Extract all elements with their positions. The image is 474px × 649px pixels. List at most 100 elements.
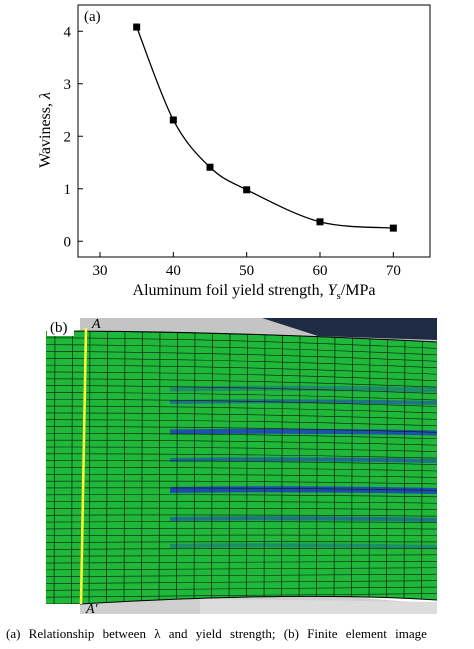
mesh-column-line bbox=[368, 331, 371, 604]
x-axis-ticks: 30 40 50 60 70 bbox=[93, 252, 401, 279]
mesh-row-line bbox=[46, 460, 437, 465]
mesh-column-line bbox=[106, 331, 108, 604]
mesh-row-line bbox=[46, 467, 437, 472]
mesh-row-line bbox=[46, 433, 437, 440]
panel-label-b: (b) bbox=[50, 320, 68, 336]
roller-dark-top bbox=[262, 318, 437, 340]
mesh-row-line bbox=[46, 473, 437, 478]
mesh-row-line bbox=[46, 480, 437, 485]
y-tick-label: 4 bbox=[64, 24, 72, 40]
mesh-row-line bbox=[46, 405, 437, 414]
mesh-row-line bbox=[46, 573, 437, 577]
mesh-row-line bbox=[46, 419, 437, 427]
roller-light-bottom bbox=[200, 599, 437, 614]
section-line-AA bbox=[79, 327, 88, 605]
mesh-column-line bbox=[351, 331, 353, 604]
mesh-column-line bbox=[176, 331, 178, 604]
mesh-row-line bbox=[46, 398, 437, 407]
mesh-row-line bbox=[46, 344, 437, 356]
stress-band bbox=[169, 486, 437, 494]
mesh-row-line bbox=[46, 541, 437, 543]
mesh-row-line bbox=[46, 439, 437, 446]
mesh-column-line bbox=[123, 331, 126, 604]
mesh-row-line bbox=[46, 426, 437, 433]
mesh-row-line bbox=[46, 534, 437, 537]
mesh-column-line bbox=[193, 331, 196, 604]
mesh-row-line bbox=[46, 593, 437, 598]
mesh-row-line bbox=[46, 487, 437, 491]
mesh-row-line bbox=[46, 453, 437, 459]
mesh-row-line bbox=[46, 521, 437, 523]
mesh-column-line bbox=[316, 331, 318, 604]
y-tick-label: 0 bbox=[64, 234, 72, 250]
y-tick-label: 1 bbox=[64, 182, 72, 198]
mesh-row-line bbox=[46, 392, 437, 401]
stress-band bbox=[169, 516, 437, 522]
mesh-column-line bbox=[228, 331, 231, 604]
waviness-chart: (a) 30 40 50 60 70 0 1 2 3 4 Aluminum foil yield… bbox=[37, 4, 431, 302]
data-point-marker bbox=[389, 224, 397, 232]
aluminum-foil-mesh bbox=[46, 331, 437, 604]
stress-band bbox=[169, 385, 437, 393]
stress-band bbox=[169, 457, 437, 463]
mesh-columns bbox=[53, 331, 423, 604]
plate-outline bbox=[45, 330, 438, 605]
mesh-column-line bbox=[158, 331, 161, 604]
mesh-row-line bbox=[46, 364, 437, 375]
mesh-row-line bbox=[46, 567, 437, 571]
section-label-top: A bbox=[91, 317, 101, 332]
mesh-fill bbox=[46, 331, 437, 604]
stress-bands bbox=[169, 385, 437, 549]
mesh-column-line bbox=[53, 331, 56, 604]
mesh-row-line bbox=[46, 337, 437, 349]
data-point-marker bbox=[206, 163, 214, 171]
mesh-row-line bbox=[46, 586, 437, 591]
x-tick-label: 70 bbox=[386, 263, 401, 279]
stress-band bbox=[169, 399, 437, 405]
data-point-marker bbox=[316, 218, 324, 226]
section-label-bottom: A′ bbox=[85, 602, 99, 616]
mesh-column-line bbox=[211, 331, 213, 604]
x-tick-label: 40 bbox=[166, 263, 181, 279]
mesh-column-line bbox=[421, 331, 423, 604]
x-tick-label: 50 bbox=[239, 263, 254, 279]
mesh-row-line bbox=[46, 378, 437, 388]
mesh-column-line bbox=[386, 331, 388, 604]
mesh-column-line bbox=[333, 331, 336, 604]
stress-band bbox=[169, 543, 437, 549]
panel-label-a: (a) bbox=[84, 9, 101, 25]
finite-element-image: (b) A A′ bbox=[45, 317, 438, 616]
mesh-column-line bbox=[263, 331, 266, 604]
stress-band bbox=[169, 428, 437, 436]
series-markers bbox=[133, 23, 397, 232]
x-tick-label: 60 bbox=[313, 263, 328, 279]
mesh-column-line bbox=[71, 331, 73, 604]
data-point-marker bbox=[243, 186, 251, 194]
mesh-row-line bbox=[46, 548, 437, 550]
x-axis-label: Aluminum foil yield strength, Ys/MPa bbox=[133, 282, 376, 302]
y-axis-label: Waviness, λ bbox=[37, 92, 54, 168]
mesh-column-line bbox=[88, 331, 91, 604]
plot-frame bbox=[77, 4, 431, 258]
mesh-row-line bbox=[46, 528, 437, 530]
data-point-marker bbox=[133, 23, 141, 31]
mesh-column-line bbox=[281, 331, 283, 604]
series-curve bbox=[136, 26, 394, 229]
figure-caption: (a) Relationship between λ and yield str… bbox=[6, 626, 427, 641]
mesh-row-line bbox=[46, 446, 437, 452]
mesh-row-line bbox=[46, 514, 437, 517]
mesh-row-line bbox=[46, 494, 437, 498]
mesh-column-line bbox=[246, 331, 248, 604]
panel-label-b-bg bbox=[47, 318, 74, 336]
mesh-row-line bbox=[46, 412, 437, 420]
y-axis-ticks: 0 1 2 3 4 bbox=[64, 24, 83, 250]
mesh-column-line bbox=[141, 331, 143, 604]
y-tick-label: 2 bbox=[64, 129, 72, 145]
data-point-marker bbox=[169, 116, 177, 124]
mesh-column-line bbox=[298, 331, 301, 604]
mesh-row-line bbox=[46, 507, 437, 510]
mesh-row-line bbox=[46, 385, 437, 394]
mesh-row-line bbox=[46, 351, 437, 362]
mesh-row-line bbox=[46, 371, 437, 381]
mesh-row-line bbox=[46, 580, 437, 584]
